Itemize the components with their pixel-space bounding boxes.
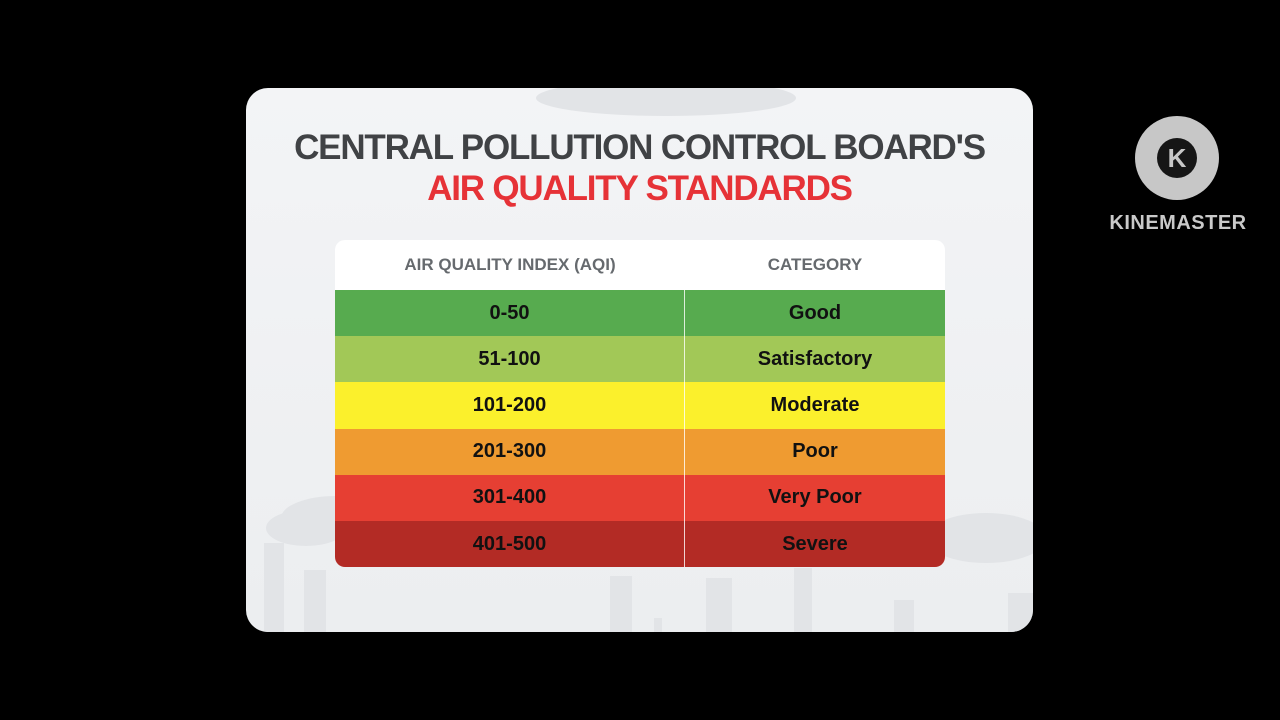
aqi-range: 201-300 — [335, 428, 685, 475]
table-header: AIR QUALITY INDEX (AQI) CATEGORY — [335, 240, 945, 290]
watermark-text: KINEMASTER — [1109, 212, 1247, 234]
aqi-range: 401-500 — [335, 520, 685, 568]
title-line-1: CENTRAL POLLUTION CONTROL BOARD'S — [294, 128, 986, 167]
aqi-range: 101-200 — [335, 382, 685, 429]
aqi-range: 0-50 — [335, 290, 685, 337]
aqi-table: AIR QUALITY INDEX (AQI) CATEGORY 0-50 Goo… — [335, 240, 945, 568]
kinemaster-logo: K — [1135, 116, 1219, 200]
aqi-category: Moderate — [770, 393, 860, 416]
column-header: CATEGORY — [767, 255, 863, 274]
title-line-2: AIR QUALITY STANDARDS — [427, 169, 853, 208]
logo-letter: K — [1157, 138, 1197, 178]
column-header: AIR QUALITY INDEX (AQI) — [404, 255, 616, 274]
table-row: 51-100 Satisfactory — [335, 336, 945, 383]
background-illustration — [264, 88, 1033, 632]
aqi-category: Good — [788, 301, 842, 324]
aqi-range: 301-400 — [335, 474, 685, 521]
table-row: 101-200 Moderate — [335, 382, 945, 429]
aqi-category: Very Poor — [768, 486, 862, 509]
table-row: 0-50 Good — [335, 290, 945, 337]
table-body: 0-50 Good 51-100 Satisfactory 101-200 Moderat… — [335, 290, 945, 568]
table-row: 301-400 Very Poor — [335, 474, 945, 521]
aqi-category: Severe — [782, 532, 848, 555]
aqi-category: Satisfactory — [757, 347, 873, 370]
aqi-category: Poor — [792, 440, 838, 463]
table-row: 401-500 Severe — [335, 520, 945, 568]
infographic-card: CENTRAL POLLUTION CONTROL BOARD'S AIR QU… — [246, 88, 1033, 632]
aqi-range: 51-100 — [335, 336, 685, 383]
table-row: 201-300 Poor — [335, 428, 945, 475]
